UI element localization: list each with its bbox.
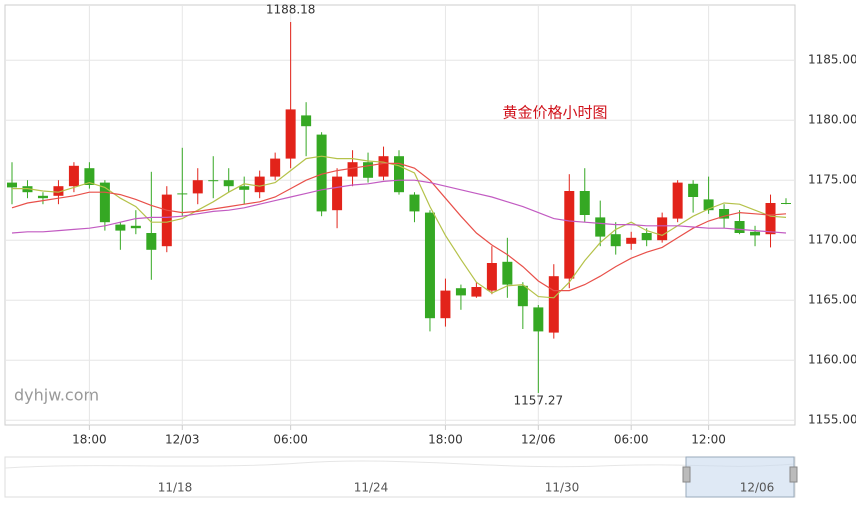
candle-body bbox=[533, 307, 544, 332]
x-tick-label: 06:00 bbox=[273, 433, 308, 447]
candle-body bbox=[378, 156, 389, 177]
candle-body bbox=[750, 231, 761, 236]
candle-body bbox=[719, 209, 730, 219]
max-label: 1188.18 bbox=[266, 3, 316, 17]
candle-body bbox=[424, 212, 435, 319]
candle-body bbox=[409, 194, 420, 212]
candle-body bbox=[37, 195, 48, 199]
candle-body bbox=[84, 168, 95, 185]
candle-body bbox=[548, 276, 559, 333]
candle-body bbox=[471, 287, 482, 297]
candle-body bbox=[285, 109, 296, 159]
y-tick-label: 1160.00 bbox=[808, 353, 856, 367]
candle-body bbox=[502, 261, 513, 285]
candle-body bbox=[301, 115, 312, 127]
candle-body bbox=[99, 182, 110, 223]
navigator-selection[interactable] bbox=[685, 456, 795, 498]
candle-body bbox=[332, 176, 343, 211]
candle-body bbox=[564, 191, 575, 279]
candle-body bbox=[626, 237, 637, 244]
candle-body bbox=[455, 288, 466, 296]
candle-body bbox=[115, 224, 126, 231]
x-tick-label: 18:00 bbox=[72, 433, 107, 447]
candle-body bbox=[641, 233, 652, 241]
candle-body bbox=[394, 156, 404, 193]
candle-body bbox=[177, 193, 188, 195]
candle-body bbox=[703, 199, 714, 211]
candle-body bbox=[7, 182, 17, 188]
candle-body bbox=[223, 180, 234, 187]
candle-body bbox=[486, 263, 497, 291]
candle-body bbox=[610, 234, 621, 247]
navigator-label: 12/06 bbox=[740, 481, 775, 495]
y-tick-label: 1175.00 bbox=[808, 173, 856, 187]
plot-frame bbox=[4, 4, 796, 426]
candle-body bbox=[316, 134, 327, 212]
candle-body bbox=[688, 183, 699, 197]
candle-body bbox=[146, 233, 157, 250]
moving-average-line bbox=[11, 162, 787, 292]
candle-body bbox=[363, 162, 374, 178]
navigator[interactable] bbox=[4, 456, 796, 498]
navigator-label: 11/18 bbox=[158, 481, 193, 495]
candle-body bbox=[734, 221, 745, 233]
candle-body bbox=[347, 162, 358, 177]
candle-body bbox=[239, 186, 250, 190]
navigator-handle[interactable] bbox=[789, 466, 798, 483]
candle-body bbox=[672, 182, 683, 219]
candle-body bbox=[208, 180, 219, 182]
x-tick-label: 12/06 bbox=[521, 433, 556, 447]
chart-title: 黄金价格小时图 bbox=[502, 104, 607, 122]
x-tick-label: 12/03 bbox=[165, 433, 200, 447]
candle-body bbox=[579, 191, 590, 215]
y-tick-label: 1180.00 bbox=[808, 113, 856, 127]
candle-body bbox=[595, 217, 606, 237]
x-tick-label: 12:00 bbox=[691, 433, 726, 447]
min-label: 1157.27 bbox=[514, 393, 564, 407]
navigator-label: 11/30 bbox=[545, 481, 580, 495]
candle-body bbox=[270, 158, 281, 177]
navigator-handle[interactable] bbox=[682, 466, 691, 483]
x-tick-label: 06:00 bbox=[614, 433, 649, 447]
candle-body bbox=[517, 285, 528, 307]
candle-body bbox=[192, 180, 203, 194]
candle-body bbox=[161, 194, 172, 247]
candle-body bbox=[68, 165, 79, 187]
candle-body bbox=[657, 217, 668, 241]
y-tick-label: 1155.00 bbox=[808, 413, 856, 427]
navigator-label: 11/24 bbox=[354, 481, 389, 495]
moving-average-line bbox=[12, 155, 787, 299]
moving-average-line bbox=[11, 179, 787, 234]
candle-body bbox=[254, 176, 265, 193]
y-tick-label: 1185.00 bbox=[808, 53, 856, 67]
candle-body bbox=[53, 186, 64, 196]
x-tick-label: 18:00 bbox=[428, 433, 463, 447]
y-tick-label: 1165.00 bbox=[808, 293, 856, 307]
watermark: dyhjw.com bbox=[14, 386, 99, 405]
y-tick-label: 1170.00 bbox=[808, 233, 856, 247]
candle-body bbox=[440, 290, 451, 319]
candle-body bbox=[765, 203, 776, 235]
candle-body bbox=[130, 225, 141, 229]
candle-body bbox=[781, 203, 791, 204]
